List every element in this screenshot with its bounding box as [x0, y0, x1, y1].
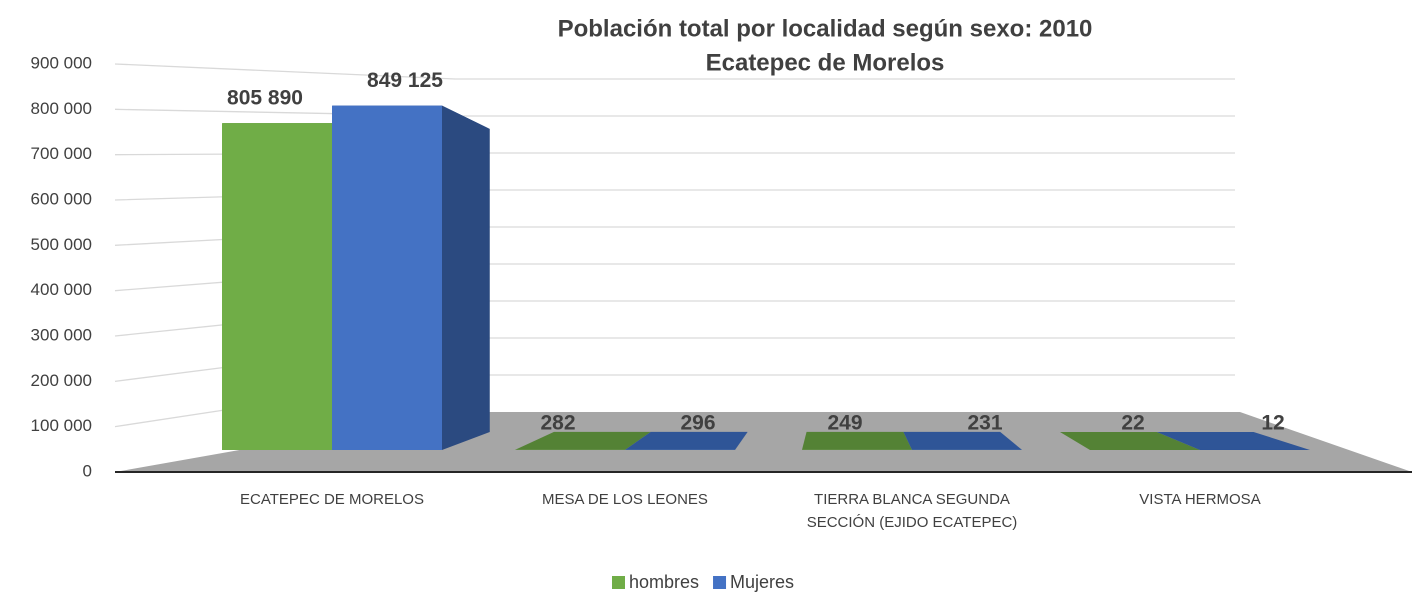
- bar-top: [625, 431, 748, 450]
- grid-line: [114, 63, 1235, 80]
- y-tick-label: 800 000: [31, 99, 92, 118]
- legend-label: Mujeres: [730, 572, 794, 592]
- data-label: 231: [967, 411, 1002, 434]
- data-label: 249: [827, 411, 862, 434]
- bar-side: [442, 105, 490, 451]
- bar-top: [1156, 431, 1310, 450]
- legend-swatch: [612, 576, 625, 589]
- legend-label: hombres: [629, 572, 699, 592]
- x-tick-label: TIERRA BLANCA SEGUNDA SECCIÓN (EJIDO ECA…: [806, 491, 1018, 531]
- data-label: 22: [1121, 412, 1144, 435]
- bar-top: [515, 431, 651, 450]
- data-label: 12: [1261, 412, 1284, 435]
- bar: [222, 123, 332, 450]
- data-label: 849 125: [367, 69, 443, 92]
- bar-side: [735, 431, 748, 450]
- chart-title: Población total por localidad según sexo…: [558, 15, 1093, 42]
- y-tick-label: 500 000: [31, 235, 92, 254]
- data-label: 296: [680, 411, 715, 434]
- data-label: 282: [540, 411, 575, 434]
- bar-top: [1060, 431, 1200, 450]
- y-tick-label: 0: [83, 461, 92, 480]
- x-tick-label: VISTA HERMOSA: [1139, 491, 1261, 508]
- y-tick-label: 600 000: [31, 189, 92, 208]
- bar-top: [802, 431, 912, 450]
- x-tick-label: ECATEPEC DE MORELOS: [240, 491, 424, 508]
- grid-line: [114, 108, 1235, 117]
- y-tick-label: 400 000: [31, 280, 92, 299]
- y-tick-label: 300 000: [31, 325, 92, 344]
- x-tick-label: MESA DE LOS LEONES: [542, 491, 708, 508]
- bar: [332, 105, 442, 451]
- y-tick-label: 200 000: [31, 371, 92, 390]
- data-label: 805 890: [227, 87, 303, 110]
- legend-swatch: [713, 576, 727, 589]
- chart-subtitle: Ecatepec de Morelos: [706, 49, 945, 76]
- bar-top: [903, 431, 1022, 450]
- y-tick-label: 900 000: [31, 53, 92, 72]
- y-tick-label: 100 000: [31, 416, 92, 435]
- y-tick-label: 700 000: [31, 144, 92, 163]
